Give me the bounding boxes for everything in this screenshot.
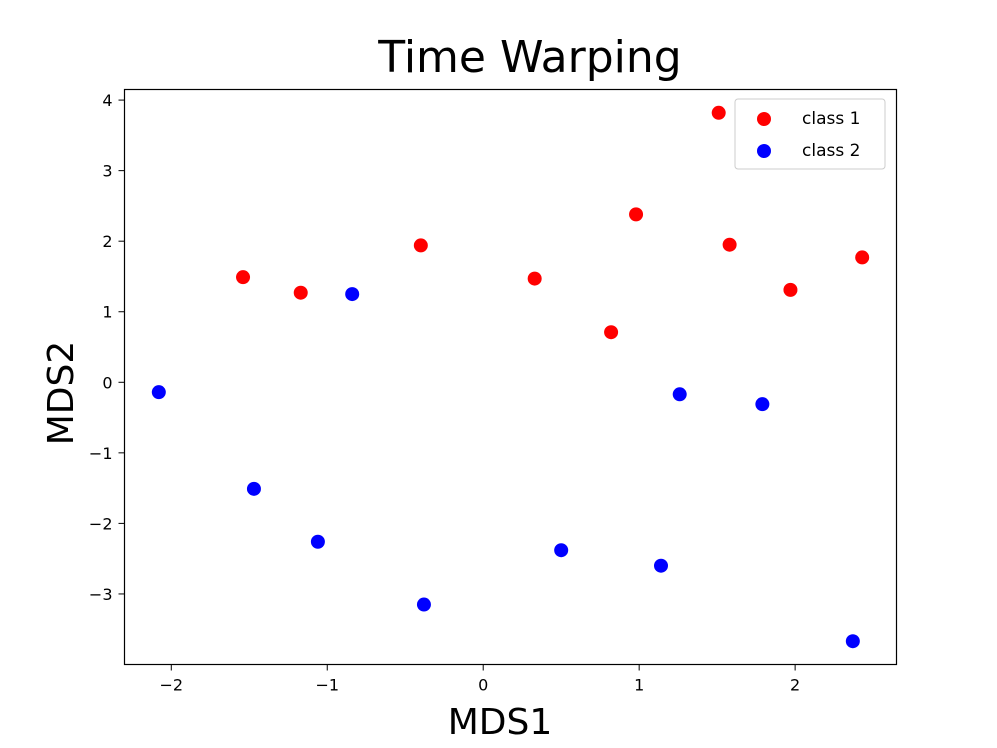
data-point-class-2 <box>672 387 687 402</box>
y-tick-label: −1 <box>89 444 113 463</box>
data-point-class-1 <box>783 282 798 297</box>
y-tick-label: 0 <box>102 373 112 392</box>
data-point-class-1 <box>855 250 870 265</box>
data-point-class-1 <box>604 325 619 340</box>
legend-label: class 2 <box>802 141 860 161</box>
x-tick-label: 2 <box>790 676 800 695</box>
chart-title: Time Warping <box>377 32 681 83</box>
data-point-class-2 <box>151 385 166 400</box>
y-axis-label: MDS2 <box>41 341 82 446</box>
data-point-class-1 <box>722 237 737 252</box>
data-point-class-2 <box>554 543 569 558</box>
data-point-class-2 <box>345 287 360 302</box>
data-point-class-1 <box>293 285 308 300</box>
x-tick-label: 0 <box>478 676 488 695</box>
x-axis-label: MDS1 <box>448 702 553 743</box>
data-point-class-2 <box>416 597 431 612</box>
x-tick-label: 1 <box>634 676 644 695</box>
y-tick-label: 1 <box>102 303 112 322</box>
y-tick-label: 4 <box>102 91 112 110</box>
y-tick-label: 3 <box>102 162 112 181</box>
x-tick-label: −2 <box>159 676 183 695</box>
data-point-class-2 <box>755 397 770 412</box>
y-axis: −3 −2 −1 0 1 2 3 4 <box>89 91 125 604</box>
data-points <box>151 105 870 649</box>
data-point-class-1 <box>527 271 542 286</box>
data-point-class-2 <box>654 558 669 573</box>
data-point-class-2 <box>310 534 325 549</box>
y-tick-label: −2 <box>89 514 113 533</box>
y-tick-label: 2 <box>102 232 112 251</box>
data-point-class-1 <box>236 270 251 285</box>
legend: class 1 class 2 <box>734 98 886 170</box>
x-tick-label: −1 <box>315 676 339 695</box>
x-axis: −2 −1 0 1 2 <box>159 664 800 695</box>
y-tick-label: −3 <box>89 585 113 604</box>
legend-marker <box>757 112 771 126</box>
plot-area <box>123 88 898 666</box>
legend-marker <box>757 144 771 158</box>
data-point-class-1 <box>413 238 428 253</box>
legend-box <box>734 98 886 170</box>
legend-label: class 1 <box>802 109 860 129</box>
data-point-class-1 <box>629 207 644 222</box>
data-point-class-2 <box>845 634 860 649</box>
data-point-class-1 <box>711 105 726 120</box>
data-point-class-2 <box>246 481 261 496</box>
